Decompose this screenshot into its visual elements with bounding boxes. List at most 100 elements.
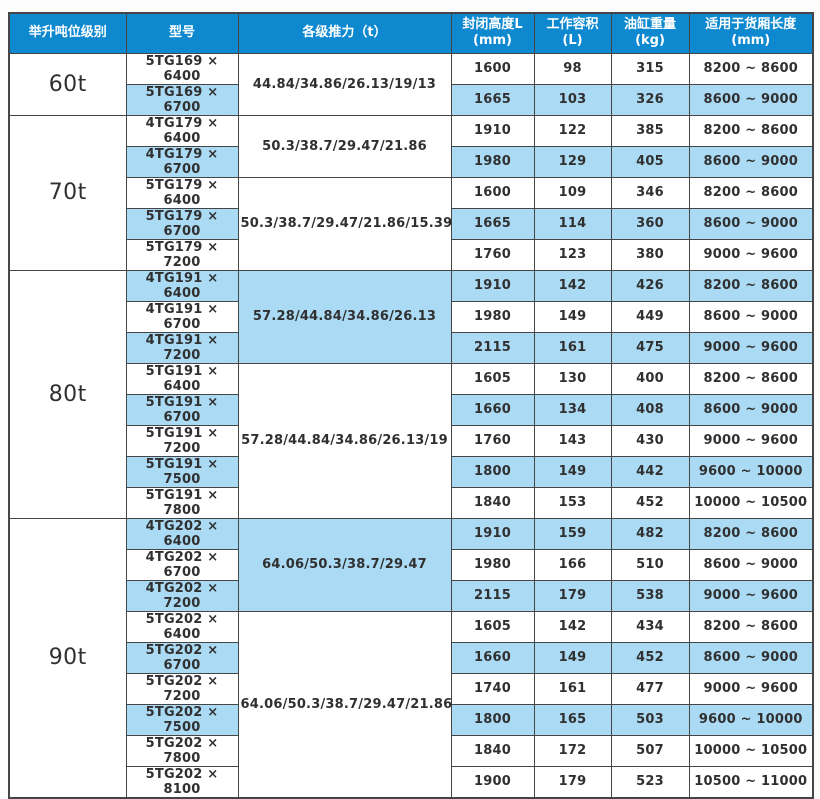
header-cargo-length-label: 适用于货厢长度 [705, 17, 797, 32]
table-row: 5TG169 × 6700 1665 103 326 8600 ~ 9000 [9, 83, 814, 116]
table-row: 5TG179 × 7200 1760 123 380 9000 ~ 9600 [9, 238, 814, 271]
working-volume-cell: 109 [533, 176, 612, 209]
closed-height-cell: 1605 [450, 610, 535, 643]
closed-height-cell: 1980 [450, 300, 535, 333]
model-cell: 4TG191 × 7200 [125, 331, 239, 364]
closed-height-cell: 1980 [450, 145, 535, 178]
table-row: 90t 4TG202 × 6400 64.06/50.3/38.7/29.47 191… [8, 517, 814, 798]
header-closed-height-label: 封闭高度L [462, 17, 523, 32]
table-row: 5TG191 × 7500 1800 149 442 9600 ~ 10000 [9, 455, 814, 488]
thrust-cell: 50.3/38.7/29.47/21.86/15.39 [237, 176, 452, 271]
cylinder-weight-cell: 360 [610, 207, 690, 240]
cargo-length-cell: 8600 ~ 9000 [688, 300, 814, 333]
cargo-length-cell: 9600 ~ 10000 [688, 703, 814, 736]
cylinder-weight-cell: 346 [610, 176, 690, 209]
working-volume-cell: 159 [533, 517, 612, 550]
closed-height-cell: 1910 [450, 114, 535, 147]
model-cell: 5TG191 × 7800 [125, 486, 239, 519]
tonnage-cell: 70t [8, 114, 127, 271]
working-volume-cell: 161 [533, 672, 612, 705]
closed-height-cell: 1980 [450, 548, 535, 581]
header-cargo-length: 适用于货厢长度 (mm) [688, 12, 814, 54]
cylinder-weight-cell: 385 [610, 114, 690, 147]
cargo-length-cell: 8200 ~ 8600 [688, 269, 814, 302]
table-row: 5TG191 × 6400 57.28/44.84/34.86/26.13/19 1… [9, 362, 814, 519]
closed-height-cell: 1900 [450, 765, 535, 798]
cargo-length-cell: 9000 ~ 9600 [688, 424, 814, 457]
working-volume-cell: 179 [533, 579, 612, 612]
table-row: 70t 4TG179 × 6400 50.3/38.7/29.47/21.86 191… [8, 114, 814, 271]
cylinder-weight-cell: 523 [610, 765, 690, 798]
working-volume-cell: 142 [533, 269, 612, 302]
working-volume-cell: 103 [533, 83, 612, 116]
cargo-length-cell: 8200 ~ 8600 [688, 52, 814, 85]
header-closed-height-unit: (mm) [473, 33, 512, 49]
cargo-length-cell: 8200 ~ 8600 [688, 176, 814, 209]
cylinder-weight-cell: 434 [610, 610, 690, 643]
working-volume-cell: 149 [533, 455, 612, 488]
closed-height-cell: 1800 [450, 703, 535, 736]
closed-height-cell: 1760 [450, 238, 535, 271]
spec-table: 举升吨位级别 型号 各级推力（t） 封闭高度L (mm) 工作容积(L) 油缸重量(kg) 适… [8, 12, 814, 799]
model-cell: 4TG202 × 7200 [125, 579, 239, 612]
cylinder-weight-cell: 510 [610, 548, 690, 581]
cylinder-weight-cell: 326 [610, 83, 690, 116]
table-row: 4TG191 × 6700 1980 149 449 8600 ~ 9000 [9, 300, 814, 333]
working-volume-cell: 134 [533, 393, 612, 426]
header-cargo-length-unit: (mm) [731, 33, 771, 49]
cargo-length-cell: 9000 ~ 9600 [688, 238, 814, 271]
header-working-volume-label: 工作容积(L) [546, 17, 599, 49]
closed-height-cell: 1910 [450, 517, 535, 550]
working-volume-cell: 161 [533, 331, 612, 364]
thrust-cell: 57.28/44.84/34.86/26.13/19 [237, 362, 452, 519]
cylinder-weight-cell: 380 [610, 238, 690, 271]
model-cell: 5TG179 × 6400 [125, 176, 239, 209]
closed-height-cell: 2115 [450, 331, 535, 364]
header-tonnage-label: 举升吨位级别 [28, 25, 107, 41]
cargo-length-cell: 10000 ~ 10500 [688, 734, 814, 767]
header-working-volume: 工作容积(L) [533, 12, 612, 54]
closed-height-cell: 1800 [450, 455, 535, 488]
model-cell: 5TG191 × 7200 [125, 424, 239, 457]
cargo-length-cell: 8200 ~ 8600 [688, 114, 814, 147]
cylinder-weight-cell: 315 [610, 52, 690, 85]
header-thrust-label: 各级推力（t） [302, 25, 387, 41]
closed-height-cell: 1665 [450, 207, 535, 240]
tonnage-cell: 80t [8, 269, 127, 519]
table-row: 5TG191 × 7800 1840 153 452 10000 ~ 10500 [9, 486, 814, 519]
model-cell: 5TG202 × 6700 [125, 641, 239, 674]
tonnage-cell: 60t [8, 52, 127, 116]
working-volume-cell: 179 [533, 765, 612, 798]
closed-height-cell: 1660 [450, 393, 535, 426]
cargo-length-cell: 8200 ~ 8600 [688, 517, 814, 550]
model-cell: 5TG179 × 7200 [125, 238, 239, 271]
cargo-length-cell: 8600 ~ 9000 [688, 393, 814, 426]
header-model: 型号 [125, 12, 239, 54]
cargo-length-cell: 8600 ~ 9000 [688, 83, 814, 116]
cylinder-weight-cell: 449 [610, 300, 690, 333]
closed-height-cell: 1660 [450, 641, 535, 674]
model-cell: 5TG179 × 6700 [125, 207, 239, 240]
model-cell: 5TG202 × 8100 [125, 765, 239, 798]
closed-height-cell: 1840 [450, 486, 535, 519]
closed-height-cell: 1605 [450, 362, 535, 395]
cargo-length-cell: 10500 ~ 11000 [688, 765, 814, 798]
closed-height-cell: 1665 [450, 83, 535, 116]
page: 举升吨位级别 型号 各级推力（t） 封闭高度L (mm) 工作容积(L) 油缸重量(kg) 适… [8, 12, 814, 799]
thrust-cell: 50.3/38.7/29.47/21.86 [237, 114, 452, 178]
working-volume-cell: 129 [533, 145, 612, 178]
closed-height-cell: 1740 [450, 672, 535, 705]
cylinder-weight-cell: 426 [610, 269, 690, 302]
thrust-cell: 64.06/50.3/38.7/29.47 [237, 517, 452, 612]
cargo-length-cell: 8600 ~ 9000 [688, 207, 814, 240]
working-volume-cell: 123 [533, 238, 612, 271]
cargo-length-cell: 8200 ~ 8600 [688, 362, 814, 395]
cylinder-weight-cell: 400 [610, 362, 690, 395]
model-cell: 5TG169 × 6400 [125, 52, 239, 85]
model-cell: 4TG191 × 6400 [125, 269, 239, 302]
working-volume-cell: 172 [533, 734, 612, 767]
working-volume-cell: 130 [533, 362, 612, 395]
cargo-length-cell: 8200 ~ 8600 [688, 610, 814, 643]
table-row: 80t 4TG191 × 6400 57.28/44.84/34.86/26.13 1… [8, 269, 814, 519]
closed-height-cell: 2115 [450, 579, 535, 612]
